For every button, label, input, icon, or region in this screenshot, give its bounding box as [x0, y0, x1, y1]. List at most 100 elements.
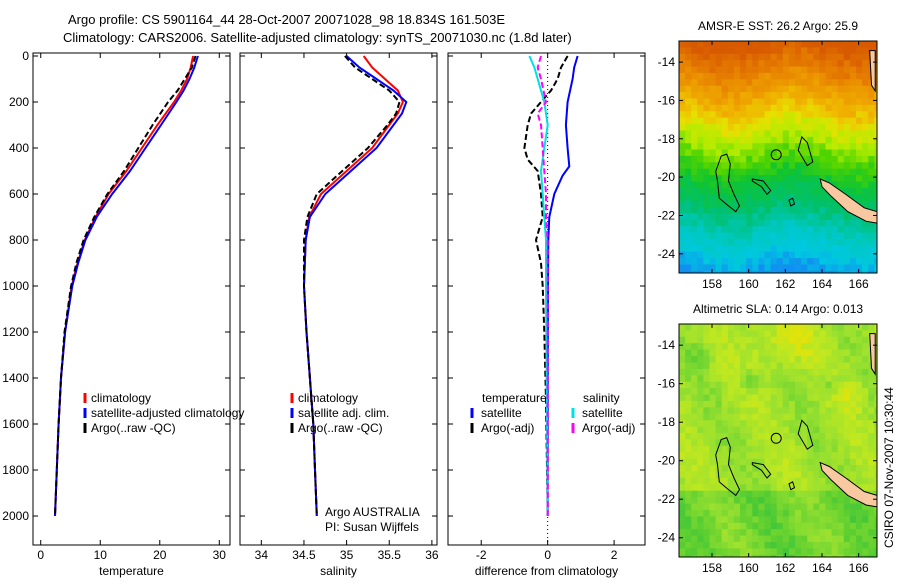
map-cell	[856, 104, 863, 112]
x-tick-label: 20	[153, 548, 167, 562]
map-cell	[715, 238, 723, 246]
map-cell	[849, 497, 857, 505]
map-cell	[856, 452, 863, 460]
map-cell	[685, 200, 692, 208]
map-cell	[770, 104, 778, 112]
map-cell	[764, 484, 772, 492]
map-cell	[685, 433, 692, 440]
map-cell	[837, 330, 845, 338]
map-cell	[874, 426, 877, 434]
map-cell	[752, 349, 759, 357]
map-cell	[685, 375, 692, 383]
map-cell	[703, 522, 711, 530]
map-cell	[825, 270, 833, 273]
map-cell	[697, 394, 704, 402]
map-cell	[868, 41, 875, 48]
map-cell	[727, 79, 735, 87]
map-cell	[795, 433, 802, 440]
map-cell	[770, 200, 778, 208]
map-cell	[782, 548, 790, 556]
map-cell	[849, 264, 857, 272]
map-cell	[807, 251, 814, 259]
map-cell	[679, 477, 686, 485]
map-cell	[856, 439, 863, 447]
map-cell	[691, 381, 698, 389]
map-cell	[733, 362, 741, 370]
map-cell	[862, 187, 869, 195]
map-cell	[862, 79, 869, 87]
map-cell	[813, 362, 820, 370]
map-cell	[776, 516, 784, 524]
map-cell	[733, 375, 741, 383]
map-cell	[795, 92, 802, 100]
map-cell	[697, 264, 704, 272]
map-cell	[776, 168, 784, 176]
map-cell	[795, 484, 802, 492]
map-cell	[758, 484, 766, 492]
map-cell	[776, 98, 784, 106]
map-cell	[849, 349, 857, 357]
map-cell	[679, 245, 686, 253]
map-cell	[758, 471, 766, 479]
map-cell	[849, 420, 857, 428]
map-cell	[788, 343, 796, 351]
map-cell	[685, 336, 692, 344]
map-cell	[733, 104, 741, 112]
map-cell	[721, 394, 729, 402]
map-cell	[709, 111, 717, 119]
map-cell	[703, 349, 711, 357]
map-cell	[837, 270, 845, 273]
map-cell	[849, 433, 857, 440]
map-cell	[764, 471, 772, 479]
map-cell	[782, 388, 790, 396]
map-cell	[849, 60, 857, 68]
map-cell	[715, 516, 723, 524]
map-cell	[868, 381, 875, 389]
map-cell	[721, 375, 729, 383]
map-cell	[691, 477, 698, 485]
map-cell	[837, 349, 845, 357]
map-cell	[795, 124, 802, 131]
map-cell	[679, 85, 686, 93]
map-cell	[849, 258, 857, 266]
map-cell	[856, 136, 863, 144]
map-cell	[685, 381, 692, 389]
map-cell	[807, 124, 814, 131]
map-cell	[849, 413, 857, 421]
map-cell	[752, 490, 759, 498]
x-tick-label: 166	[849, 277, 869, 291]
map-cell	[862, 66, 869, 74]
map-cell	[788, 356, 796, 364]
map-cell	[813, 181, 820, 189]
map-cell	[740, 452, 747, 460]
map-cell	[752, 413, 759, 421]
map-cell	[862, 388, 869, 396]
map-cell	[776, 124, 784, 131]
map-cell	[825, 452, 833, 460]
map-cell	[868, 503, 875, 511]
map-cell	[709, 458, 717, 466]
map-cell	[862, 362, 869, 370]
map-cell	[819, 232, 827, 240]
map-cell	[801, 510, 808, 517]
map-cell	[801, 394, 808, 402]
map-cell	[752, 60, 759, 68]
map-cell	[795, 155, 802, 163]
map-cell	[788, 66, 796, 74]
map-cell	[764, 47, 772, 55]
map-cell	[868, 529, 875, 537]
map-cell	[825, 497, 833, 505]
map-cell	[758, 368, 766, 376]
map-cell	[776, 394, 784, 402]
map-cell	[874, 117, 877, 125]
map-cell	[819, 124, 827, 131]
map-cell	[868, 413, 875, 421]
map-cell	[764, 400, 772, 408]
map-cell	[874, 194, 877, 202]
map-cell	[709, 264, 717, 272]
map-cell	[831, 79, 839, 87]
map-cell	[733, 155, 741, 163]
map-cell	[776, 187, 784, 195]
map-cell	[685, 162, 692, 170]
map-cell	[764, 168, 772, 176]
